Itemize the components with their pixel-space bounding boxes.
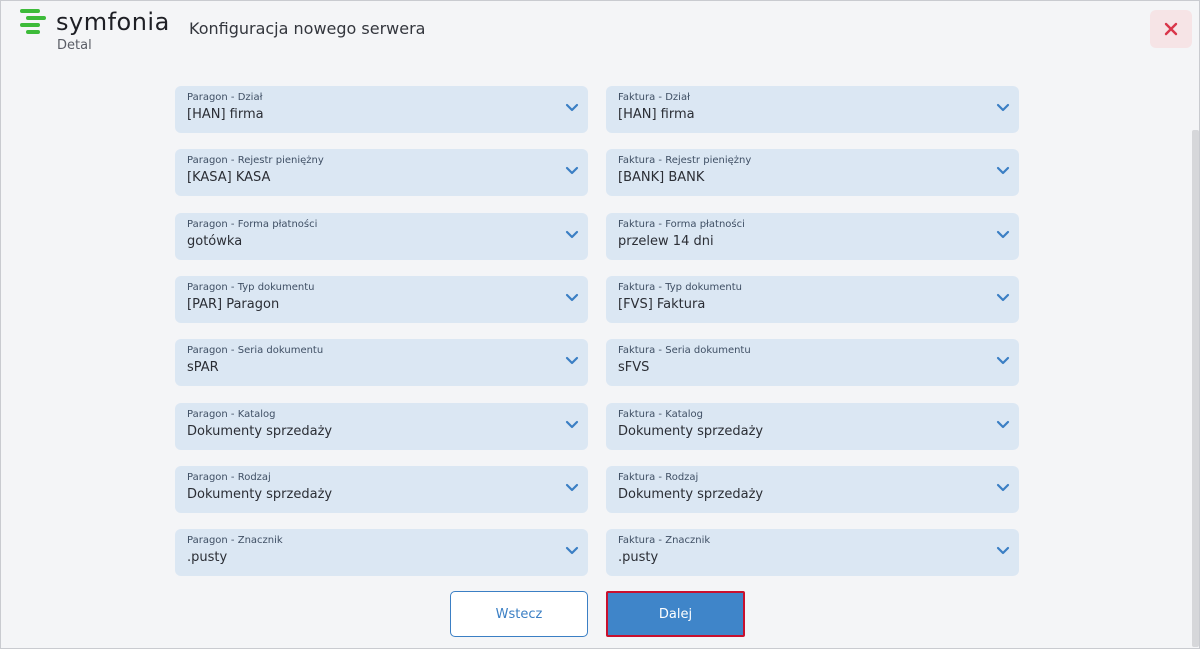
chevron-down-icon	[565, 293, 579, 302]
field-value: [BANK] BANK	[618, 170, 705, 185]
scrollbar[interactable]	[1192, 130, 1199, 647]
back-button[interactable]: Wstecz	[450, 591, 588, 637]
paragon-select-3[interactable]: Paragon - Typ dokumentu [PAR] Paragon	[175, 276, 588, 323]
chevron-down-icon	[565, 166, 579, 175]
paragon-select-6[interactable]: Paragon - Rodzaj Dokumenty sprzedaży	[175, 466, 588, 513]
paragon-select-4[interactable]: Paragon - Seria dokumentu sPAR	[175, 339, 588, 386]
chevron-down-icon	[996, 546, 1010, 555]
paragon-select-1[interactable]: Paragon - Rejestr pieniężny [KASA] KASA	[175, 149, 588, 196]
faktura-select-1[interactable]: Faktura - Rejestr pieniężny [BANK] BANK	[606, 149, 1019, 196]
chevron-down-icon	[565, 483, 579, 492]
faktura-select-2[interactable]: Faktura - Forma płatności przelew 14 dni	[606, 213, 1019, 260]
field-value: [HAN] firma	[618, 107, 695, 122]
chevron-down-icon	[565, 356, 579, 365]
faktura-select-4[interactable]: Faktura - Seria dokumentu sFVS	[606, 339, 1019, 386]
chevron-down-icon	[996, 166, 1010, 175]
faktura-select-7[interactable]: Faktura - Znacznik .pusty	[606, 529, 1019, 576]
field-label: Faktura - Rodzaj	[618, 472, 699, 483]
field-label: Paragon - Znacznik	[187, 535, 283, 546]
field-label: Paragon - Katalog	[187, 409, 276, 420]
next-button[interactable]: Dalej	[606, 591, 745, 637]
chevron-down-icon	[996, 293, 1010, 302]
chevron-down-icon	[996, 483, 1010, 492]
field-label: Paragon - Forma płatności	[187, 219, 318, 230]
chevron-down-icon	[565, 546, 579, 555]
chevron-down-icon	[565, 103, 579, 112]
field-value: .pusty	[618, 550, 659, 565]
chevron-down-icon	[996, 420, 1010, 429]
product-name: Detal	[57, 38, 92, 53]
field-label: Faktura - Katalog	[618, 409, 704, 420]
field-label: Faktura - Rejestr pieniężny	[618, 155, 752, 166]
field-value: sFVS	[618, 360, 650, 375]
field-label: Paragon - Rejestr pieniężny	[187, 155, 324, 166]
field-value: Dokumenty sprzedaży	[618, 487, 764, 502]
faktura-select-6[interactable]: Faktura - Rodzaj Dokumenty sprzedaży	[606, 466, 1019, 513]
chevron-down-icon	[565, 230, 579, 239]
paragon-select-7[interactable]: Paragon - Znacznik .pusty	[175, 529, 588, 576]
close-button[interactable]	[1150, 10, 1192, 48]
field-label: Faktura - Znacznik	[618, 535, 711, 546]
field-value: Dokumenty sprzedaży	[187, 487, 333, 502]
field-label: Paragon - Rodzaj	[187, 472, 271, 483]
field-label: Paragon - Dział	[187, 92, 263, 103]
paragon-select-5[interactable]: Paragon - Katalog Dokumenty sprzedaży	[175, 403, 588, 450]
paragon-select-0[interactable]: Paragon - Dział [HAN] firma	[175, 86, 588, 133]
field-label: Faktura - Seria dokumentu	[618, 345, 751, 356]
field-label: Faktura - Dział	[618, 92, 690, 103]
field-value: Dokumenty sprzedaży	[187, 424, 333, 439]
faktura-select-0[interactable]: Faktura - Dział [HAN] firma	[606, 86, 1019, 133]
field-value: [KASA] KASA	[187, 170, 271, 185]
chevron-down-icon	[996, 356, 1010, 365]
chevron-down-icon	[996, 103, 1010, 112]
field-label: Faktura - Typ dokumentu	[618, 282, 742, 293]
field-value: [HAN] firma	[187, 107, 264, 122]
field-value: [FVS] Faktura	[618, 297, 706, 312]
faktura-select-3[interactable]: Faktura - Typ dokumentu [FVS] Faktura	[606, 276, 1019, 323]
paragon-select-2[interactable]: Paragon - Forma płatności gotówka	[175, 213, 588, 260]
faktura-select-5[interactable]: Faktura - Katalog Dokumenty sprzedaży	[606, 403, 1019, 450]
brand-name: symfonia	[56, 8, 170, 36]
field-label: Paragon - Typ dokumentu	[187, 282, 315, 293]
field-value: sPAR	[187, 360, 219, 375]
field-label: Paragon - Seria dokumentu	[187, 345, 324, 356]
field-value: przelew 14 dni	[618, 234, 714, 249]
field-value: gotówka	[187, 234, 243, 249]
symfonia-logo-icon	[20, 9, 46, 34]
chevron-down-icon	[565, 420, 579, 429]
field-value: [PAR] Paragon	[187, 297, 280, 312]
page-title: Konfiguracja nowego serwera	[189, 19, 426, 38]
field-value: .pusty	[187, 550, 228, 565]
field-value: Dokumenty sprzedaży	[618, 424, 764, 439]
chevron-down-icon	[996, 230, 1010, 239]
close-icon	[1164, 22, 1178, 36]
field-label: Faktura - Forma płatności	[618, 219, 745, 230]
